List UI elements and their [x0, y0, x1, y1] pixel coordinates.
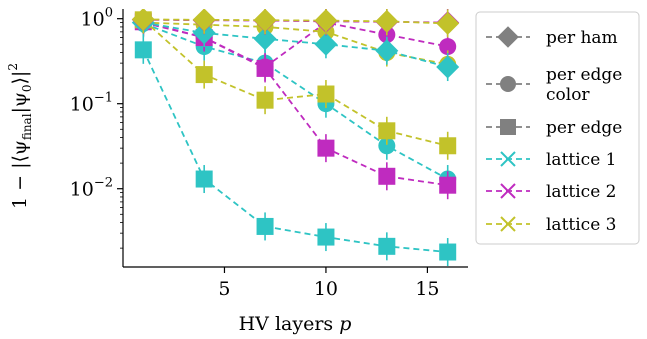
data-point: [256, 59, 274, 77]
series-circle-0: [134, 9, 457, 194]
series-diamond-6: [131, 9, 460, 82]
data-point: [439, 137, 457, 155]
data-point: [314, 9, 338, 33]
data-point: [439, 243, 457, 261]
data-point: [439, 38, 457, 56]
series-circle-1: [134, 9, 457, 82]
legend-item: per edge: [486, 118, 622, 138]
series-line: [142, 19, 448, 147]
legend-item: per ham: [486, 26, 618, 48]
data-point: [317, 139, 335, 157]
data-point: [131, 9, 155, 31]
legend-x-marker: [500, 216, 516, 232]
data-point: [195, 170, 213, 188]
data-point: [378, 167, 396, 185]
data-point: [134, 41, 152, 59]
data-point: [314, 32, 338, 56]
y-tick-label: 10−2: [70, 176, 113, 201]
data-point: [195, 66, 213, 84]
legend-x-marker: [500, 151, 516, 167]
legend-item: lattice 1: [486, 150, 616, 170]
legend: per ham per edge color per edge lattice 1 lat…: [475, 11, 640, 245]
data-point: [378, 122, 396, 140]
data-point: [256, 217, 274, 235]
data-point: [192, 9, 216, 32]
tick-labels: 5 10 15 10−2 10−1 100: [70, 6, 440, 300]
x-axis-label: HV layers p: [239, 313, 352, 335]
series-line: [142, 49, 448, 253]
legend-label: lattice 1: [546, 150, 616, 170]
legend-label: per edge color: [546, 65, 622, 105]
series-circle-2: [134, 9, 457, 79]
y-tick-label: 10−1: [70, 91, 113, 116]
axes: [122, 9, 468, 268]
legend-marker-diamond: [497, 26, 519, 48]
x-tick-label: 5: [218, 278, 230, 300]
x-tick-label: 10: [314, 278, 338, 300]
series-line: [143, 20, 448, 187]
series-line: [142, 22, 449, 180]
legend-x-marker: [500, 183, 516, 199]
legend-item: lattice 3: [486, 215, 616, 235]
data-point: [378, 237, 396, 255]
legend-label: per ham: [546, 28, 618, 48]
legend-item: lattice 2: [486, 182, 616, 202]
x-tick-label: 15: [415, 278, 439, 300]
legend-marker-square: [500, 119, 516, 135]
data-point: [439, 176, 457, 194]
data-point: [317, 85, 335, 103]
legend-label: per edge: [546, 118, 622, 138]
series-line: [143, 21, 448, 66]
data-point: [256, 91, 274, 109]
data-point: [253, 9, 277, 32]
legend-label: lattice 3: [546, 215, 616, 235]
legend-marker-circle: [500, 76, 516, 92]
legend-box: [475, 11, 640, 245]
series-diamond-8: [131, 9, 460, 38]
data-point: [317, 228, 335, 246]
plot-area: [131, 9, 460, 267]
y-tick-label: 100: [81, 6, 113, 31]
data-point: [375, 9, 399, 33]
series-line: [143, 21, 448, 68]
legend-item: per edge color: [486, 65, 622, 105]
series-square-3: [134, 35, 457, 267]
series-square-4: [134, 9, 457, 200]
data-point: [378, 137, 396, 155]
data-point: [436, 11, 460, 35]
data-point: [253, 27, 277, 51]
legend-label: lattice 2: [546, 182, 616, 202]
data-point: [436, 55, 460, 79]
data-point: [375, 39, 399, 63]
y-axis-label: 1 − |⟨ψfinal|ψ0⟩|2: [6, 63, 34, 209]
